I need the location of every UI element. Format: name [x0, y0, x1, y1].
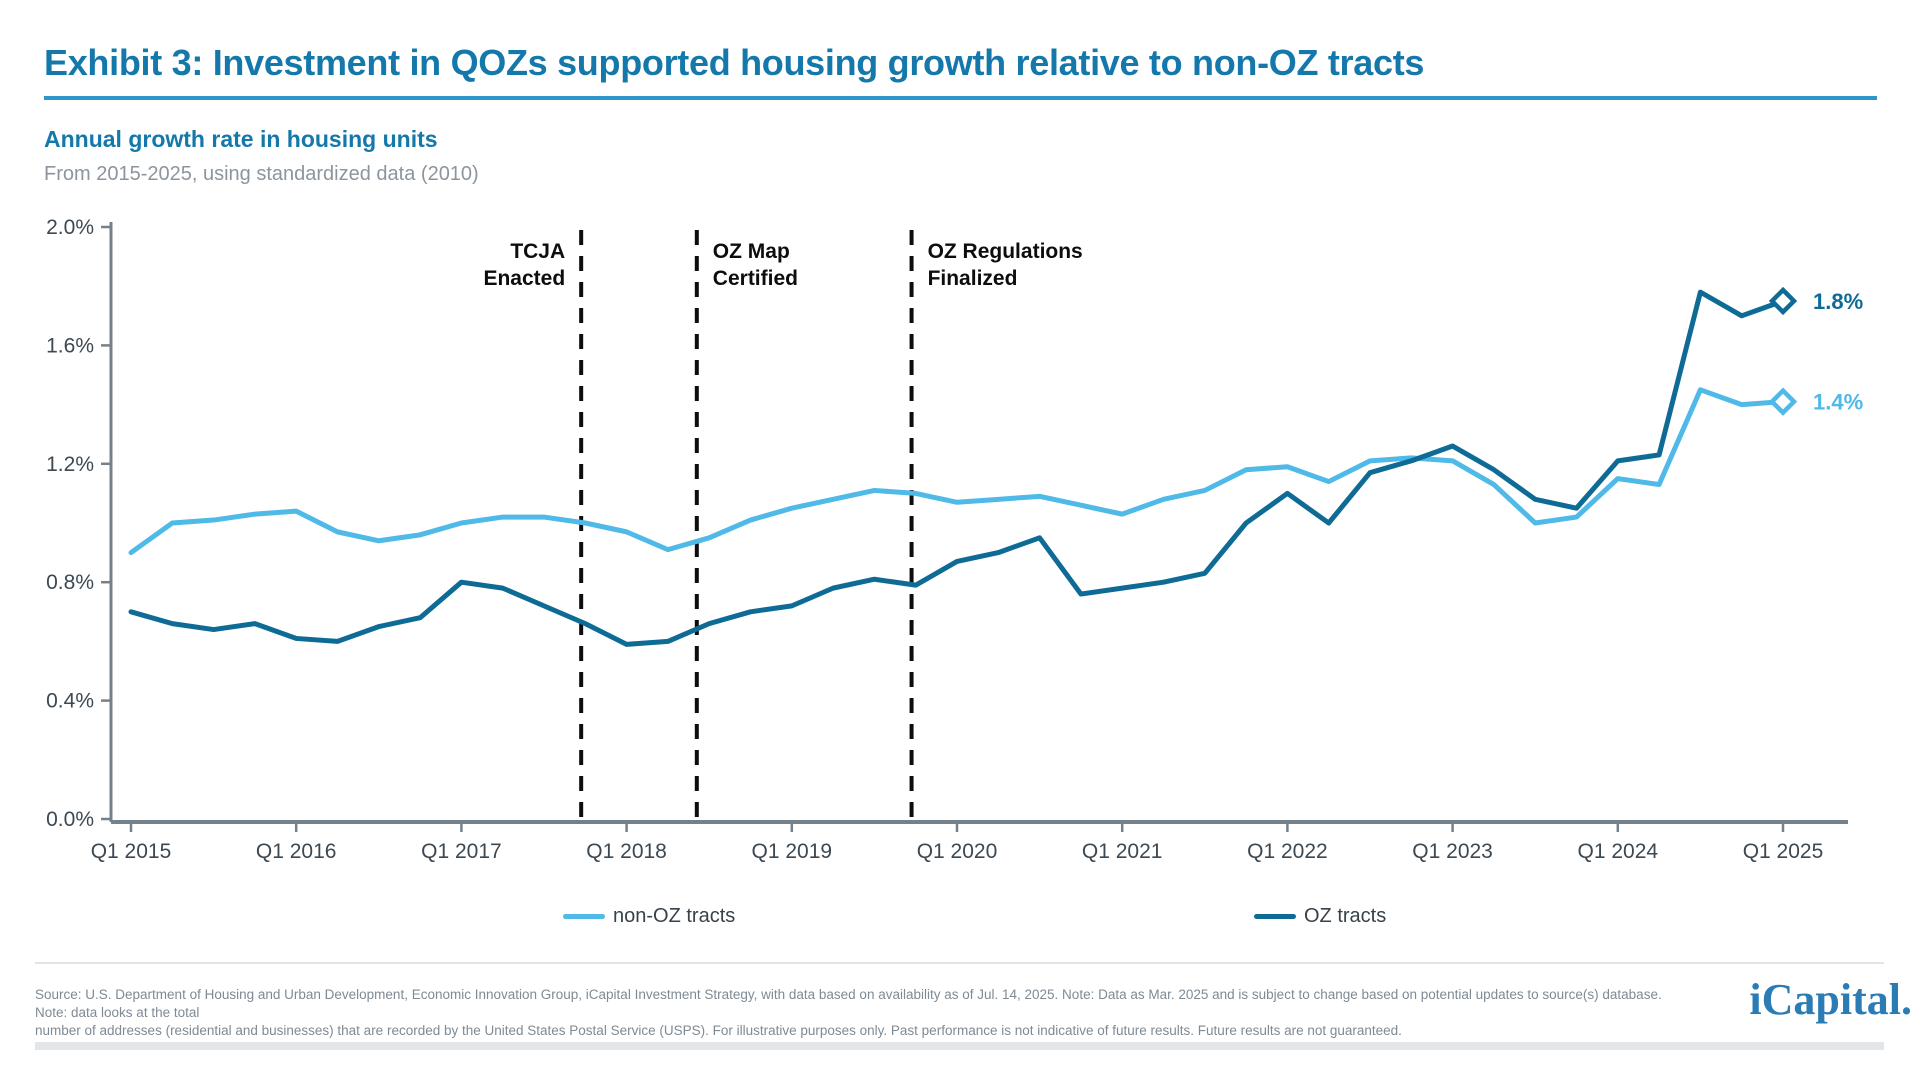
- x-tick-label: Q1 2017: [421, 840, 502, 863]
- chart-title: Annual growth rate in housing units: [44, 126, 438, 152]
- event-label: Enacted: [483, 267, 565, 290]
- y-axis-ticks: 0.0% 0.4% 0.8% 1.2% 1.6% 2.0%: [46, 216, 111, 831]
- event-label: OZ Regulations: [928, 240, 1083, 263]
- legend-label-non-oz: non-OZ tracts: [613, 905, 736, 927]
- x-tick-label: Q1 2024: [1578, 840, 1659, 863]
- y-tick-label: 2.0%: [46, 216, 94, 239]
- title-underline: [44, 96, 1877, 100]
- event-label: Finalized: [928, 267, 1018, 290]
- x-tick-label: Q1 2016: [256, 840, 337, 863]
- data-series: [128, 289, 1786, 647]
- legend-item-oz: OZ tracts: [1254, 905, 1386, 928]
- y-tick-label: 1.2%: [46, 453, 94, 476]
- source-note-line2: number of addresses (residential and bus…: [35, 1023, 1402, 1038]
- legend-item-non-oz: non-OZ tracts: [563, 905, 735, 928]
- growth-line-chart: 0.0%0.4%0.8%1.2%1.6%2.0% Q1 2015 Q1 2016 Q…: [46, 216, 1863, 863]
- source-note: Source: U.S. Department of Housing and U…: [35, 986, 1675, 1040]
- y-tick-label: 0.0%: [46, 808, 94, 831]
- bottom-accent-bar: [35, 1042, 1884, 1050]
- icapital-logo: iCapital.: [1749, 975, 1912, 1024]
- end-value-label: 1.8%: [1813, 289, 1863, 314]
- y-tick-label: 0.4%: [46, 690, 94, 713]
- end-diamond-marker: [1768, 286, 1798, 316]
- chart-subtitle: From 2015-2025, using standardized data …: [44, 163, 479, 185]
- event-annotations: TCJA Enacted OZ Map Certified OZ Regulations…: [483, 230, 1083, 820]
- end-diamond-marker: [1768, 387, 1798, 416]
- x-tick-label: Q1 2018: [586, 840, 667, 863]
- non-oz-line-swatch: [563, 914, 605, 919]
- oz-line: [128, 289, 1786, 647]
- x-tick-label: Q1 2022: [1247, 840, 1328, 863]
- source-note-line1: Source: U.S. Department of Housing and U…: [35, 987, 1662, 1020]
- footer-divider: [35, 962, 1884, 964]
- oz-line-swatch: [1254, 914, 1296, 919]
- x-tick-label: Q1 2020: [917, 840, 998, 863]
- end-markers: 1.4% 1.8%: [1768, 286, 1863, 416]
- legend-label-oz: OZ tracts: [1304, 905, 1387, 927]
- non-oz-line: [128, 387, 1786, 556]
- end-value-label: 1.4%: [1813, 390, 1863, 415]
- event-label: Certified: [713, 267, 798, 290]
- page-title: Exhibit 3: Investment in QOZs supported …: [44, 42, 1425, 83]
- y-tick-label: 0.8%: [46, 571, 94, 594]
- x-tick-label: Q1 2025: [1743, 840, 1824, 863]
- event-label: TCJA: [510, 240, 565, 263]
- x-tick-label: Q1 2019: [752, 840, 833, 863]
- x-tick-label: Q1 2021: [1082, 840, 1163, 863]
- x-tick-label: Q1 2015: [91, 840, 172, 863]
- event-label: OZ Map: [713, 240, 790, 263]
- x-axis-ticks: Q1 2015 Q1 2016 Q1 2017 Q1 2018 Q1 2019 Q1 20…: [91, 822, 1824, 863]
- x-tick-label: Q1 2023: [1412, 840, 1493, 863]
- y-tick-label: 1.6%: [46, 334, 94, 357]
